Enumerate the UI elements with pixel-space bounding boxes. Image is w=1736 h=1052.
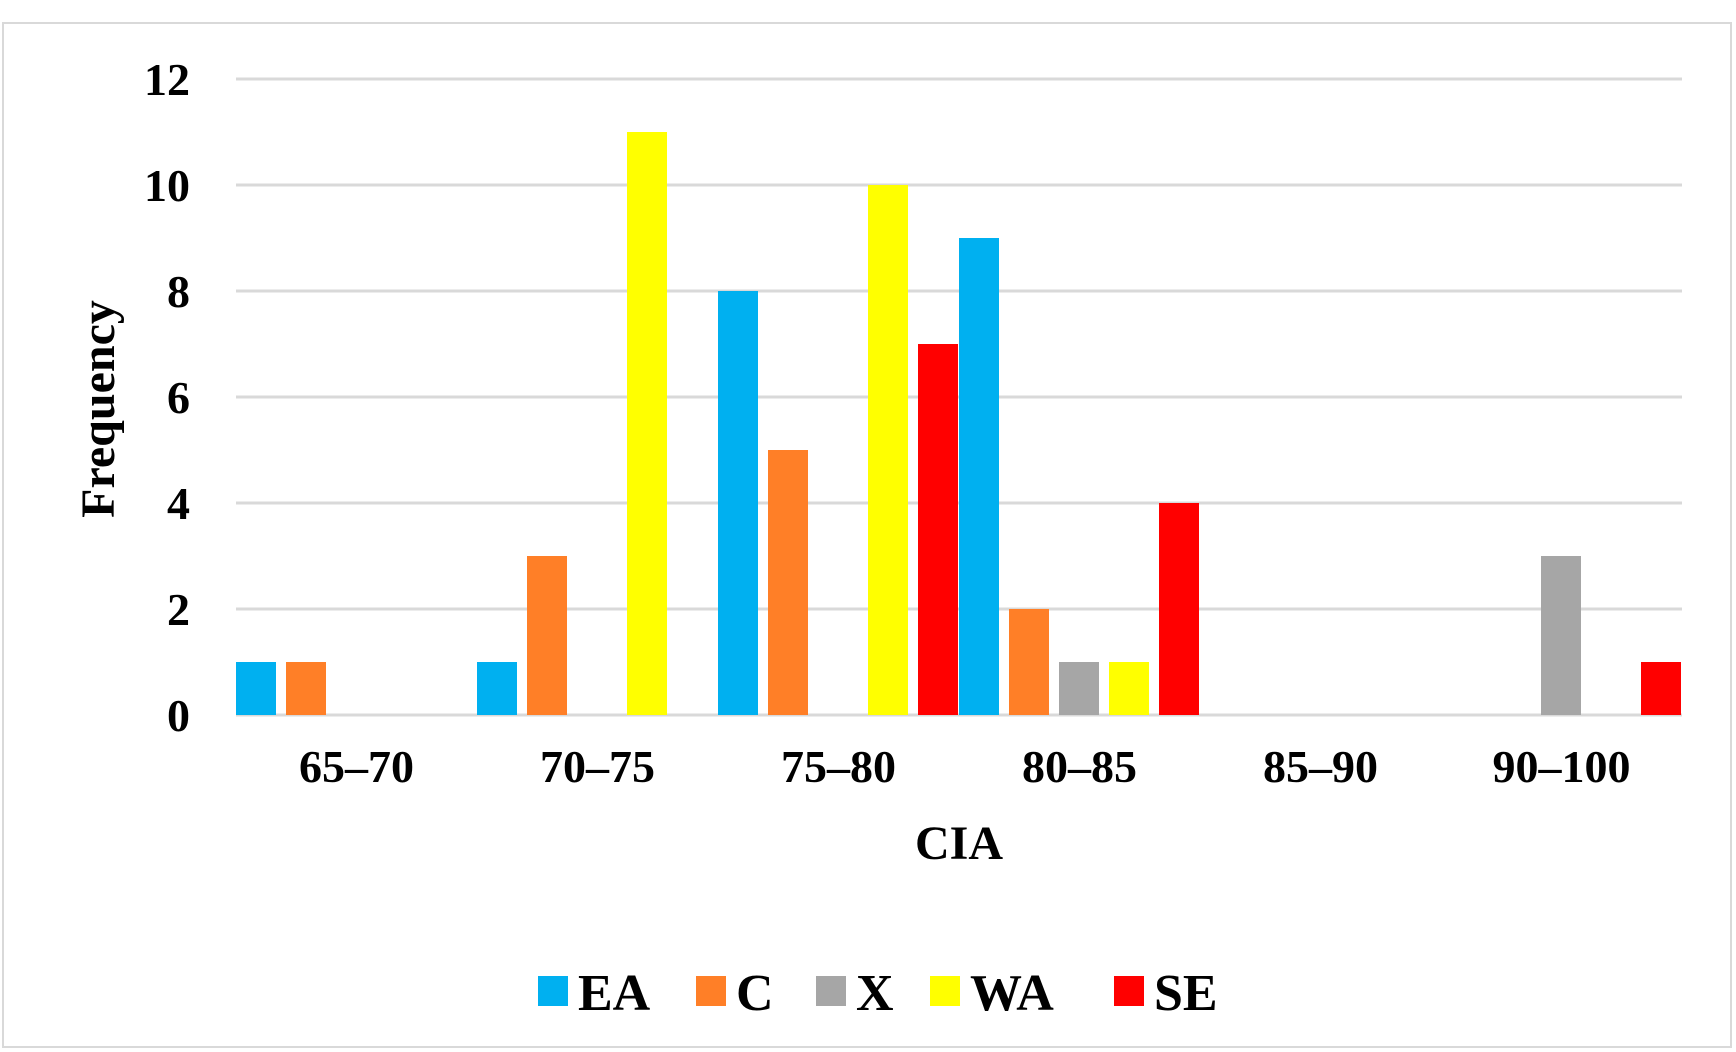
y-axis-title: Frequency: [72, 300, 125, 518]
legend: EA C X WA SE: [538, 965, 1218, 1022]
y-tick-label: 6: [167, 372, 190, 423]
bar-c-1: [527, 556, 567, 715]
legend-label-ea: EA: [578, 965, 651, 1022]
bar-ea-3: [959, 238, 999, 715]
x-tick-label: 75–80: [781, 741, 896, 792]
bar-c-2: [768, 450, 808, 715]
x-tick-label: 85–90: [1263, 741, 1378, 792]
x-axis-labels: 65–70 70–75 75–80 80–85 85–90 90–100: [299, 741, 1631, 792]
legend-swatch-wa: [930, 976, 960, 1006]
legend-swatch-x: [816, 976, 846, 1006]
y-tick-label: 10: [144, 160, 190, 211]
y-axis-ticks: 0 2 4 6 8 10 12: [144, 54, 190, 741]
bar-c-0: [286, 662, 326, 715]
bar-ea-0: [236, 662, 276, 715]
bar-wa-3: [1109, 662, 1149, 715]
bar-c-3: [1009, 609, 1049, 715]
bar-se-3: [1159, 503, 1199, 715]
bar-ea-1: [477, 662, 517, 715]
bar-ea-2: [718, 291, 758, 715]
bar-x-3: [1059, 662, 1099, 715]
y-tick-label: 8: [167, 266, 190, 317]
bar-se-2: [918, 344, 958, 715]
bar-wa-1: [627, 132, 667, 715]
legend-label-wa: WA: [970, 965, 1054, 1022]
bar-se-5: [1641, 662, 1681, 715]
x-axis-title: CIA: [915, 817, 1003, 870]
y-tick-label: 12: [144, 54, 190, 105]
bar-x-5: [1541, 556, 1581, 715]
legend-swatch-se: [1114, 976, 1144, 1006]
y-tick-label: 2: [167, 584, 190, 635]
bar-wa-2: [868, 185, 908, 715]
legend-label-c: C: [736, 965, 774, 1022]
chart-frame: 0 2 4 6 8 10 12 65–70 70–75 75–80 80–85 85–90 90–10…: [2, 22, 1732, 1048]
bar-chart: 0 2 4 6 8 10 12 65–70 70–75 75–80 80–85 85–90 90–10…: [72, 54, 1682, 1022]
bars: [236, 132, 1681, 715]
x-tick-label: 80–85: [1022, 741, 1137, 792]
y-tick-label: 4: [167, 478, 190, 529]
legend-swatch-ea: [538, 976, 568, 1006]
y-tick-label: 0: [167, 690, 190, 741]
x-tick-label: 70–75: [540, 741, 655, 792]
legend-label-x: X: [856, 965, 894, 1022]
legend-label-se: SE: [1154, 965, 1218, 1022]
legend-swatch-c: [696, 976, 726, 1006]
x-tick-label: 90–100: [1493, 741, 1631, 792]
x-tick-label: 65–70: [299, 741, 414, 792]
